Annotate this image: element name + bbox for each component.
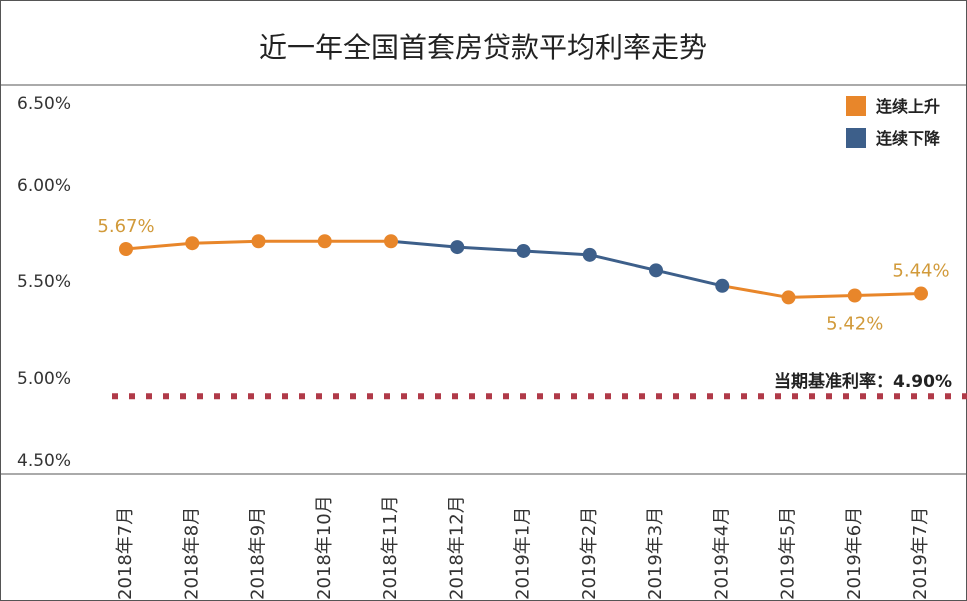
data-point [781,290,796,305]
y-tick-label: 6.00% [17,176,71,196]
y-tick-label: 5.50% [17,272,71,292]
x-tick-label: 2018年9月 [248,507,269,600]
y-tick-label: 6.50% [17,94,71,114]
data-point [119,242,133,257]
series-line-segment [787,293,857,299]
chart-title: 近一年全国首套房贷款平均利率走势 [259,31,707,64]
data-label: 5.44% [892,261,949,282]
data-point [450,240,465,255]
x-tick-label: 2019年4月 [711,507,732,600]
x-tick-label: 2018年10月 [314,495,335,600]
data-labels: 5.67% 5.42% 5.44% [97,216,949,334]
data-label: 5.67% [97,216,154,237]
series-line-segment [654,268,724,288]
legend-label: 连续下降 [876,129,941,148]
data-points [119,234,928,305]
legend-swatch [846,128,866,148]
x-tick-label: 2019年1月 [513,507,534,600]
series-line-segment [389,239,459,249]
x-tick-label: 2019年2月 [579,507,600,600]
series-line-segment [455,245,525,253]
y-axis-ticks: 6.50% 6.00% 5.50% 5.00% 4.50% [17,94,71,471]
y-tick-label: 5.00% [17,369,71,389]
data-point [715,278,730,293]
data-point [914,286,928,301]
x-tick-label: 2018年11月 [380,495,401,600]
series-line-segment [720,284,790,299]
x-tick-label: 2018年8月 [181,507,202,600]
y-tick-label: 4.50% [17,451,71,471]
data-point [317,234,332,249]
data-point [516,243,531,258]
x-tick-label: 2018年7月 [115,507,136,600]
data-point [847,288,862,303]
series-line-segment [124,241,194,251]
series-line-segment [853,292,923,297]
series-line-segment [190,239,260,245]
legend-swatch [846,96,866,116]
reference-line-group: 当期基准利率：4.90% [112,371,967,400]
reference-line-label: 当期基准利率：4.90% [774,371,952,392]
legend-label: 连续上升 [876,97,940,116]
data-point [384,234,398,249]
data-point [582,247,597,262]
data-point [251,234,266,249]
x-tick-label: 2019年6月 [844,507,865,600]
series-line-segment [522,249,592,257]
x-tick-label: 2018年12月 [446,495,467,600]
series-line-segment [588,253,658,272]
series-lines [124,239,923,299]
data-label: 5.42% [826,313,883,334]
x-tick-label: 2019年5月 [778,507,799,600]
x-tick-label: 2019年7月 [910,507,931,600]
x-tick-label: 2019年3月 [645,507,666,600]
x-axis-ticks: 2018年7月 2018年8月 2018年9月 2018年10月 2018年11月 201… [115,495,931,600]
data-point [185,236,200,251]
data-point [649,263,663,278]
